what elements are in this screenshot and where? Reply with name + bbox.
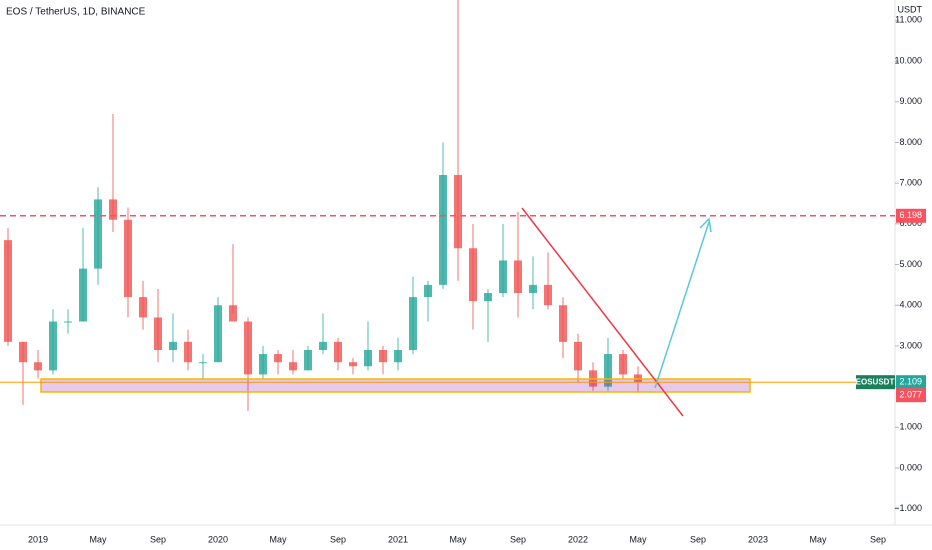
candle-body: [514, 260, 522, 294]
candle-body: [79, 268, 87, 322]
close-label-box: [896, 388, 926, 403]
candle-body: [154, 317, 162, 350]
trend-line: [521, 207, 684, 417]
resistance-label-box: [896, 208, 926, 223]
price-label-box: [896, 375, 926, 390]
candle-body: [34, 362, 42, 371]
candle-body: [469, 248, 477, 302]
candle-body: [379, 350, 387, 363]
y-tick-label: 10.000: [894, 55, 922, 65]
y-tick-label: −1.000: [894, 503, 922, 513]
candle-body: [574, 341, 582, 371]
candle-body: [364, 350, 372, 367]
candle-body: [214, 305, 222, 363]
x-tick-label: May: [809, 534, 827, 544]
y-tick-label: 0.000: [899, 462, 922, 472]
y-tick-label: 1.000: [899, 422, 922, 432]
candle-body: [139, 297, 147, 318]
y-tick-label: 6.000: [899, 218, 922, 228]
candle-body: [499, 260, 507, 294]
symbol-label: EOSUSDT: [856, 377, 895, 386]
y-tick-label: 4.000: [899, 300, 922, 310]
candle-body: [259, 354, 267, 375]
candle-body: [184, 341, 192, 363]
x-tick-label: Sep: [150, 534, 166, 544]
candle-body: [424, 284, 432, 298]
x-tick-label: May: [449, 534, 467, 544]
candle-body: [109, 199, 117, 220]
candle-body: [544, 284, 552, 306]
y-tick-label: 7.000: [899, 178, 922, 188]
candle-body: [604, 354, 612, 387]
y-tick-label: 3.000: [899, 340, 922, 350]
candle-body: [349, 362, 357, 367]
x-tick-label: May: [269, 534, 287, 544]
x-tick-label: Sep: [510, 534, 526, 544]
resistance-label: 6.198: [899, 210, 922, 220]
close-label: 2.077: [899, 390, 922, 400]
y-tick-label: 11.000: [895, 15, 922, 25]
x-tick-label: 2022: [568, 534, 588, 544]
candle-body: [334, 341, 342, 363]
candle-body: [274, 354, 282, 363]
candle-body: [529, 284, 537, 294]
y-tick-label: 8.000: [899, 137, 922, 147]
x-tick-label: 2023: [748, 534, 768, 544]
candle-body: [619, 354, 627, 375]
candle-body: [49, 321, 57, 371]
x-tick-label: 2021: [388, 534, 408, 544]
x-tick-label: May: [629, 534, 647, 544]
x-tick-label: May: [89, 534, 107, 544]
arrow-head: [699, 217, 712, 233]
candle-body: [559, 305, 567, 342]
candle-body: [199, 362, 207, 364]
candle-body: [409, 297, 417, 350]
candle-body: [64, 321, 72, 323]
candle-body: [394, 350, 402, 363]
candle-body: [289, 362, 297, 371]
y-tick-label: 5.000: [899, 259, 922, 269]
x-tick-label: 2020: [208, 534, 228, 544]
candle-body: [304, 350, 312, 371]
candle-body: [484, 293, 492, 302]
candle-body: [439, 175, 447, 285]
candle-body: [229, 305, 237, 322]
candle-body: [94, 199, 102, 269]
candle-body: [124, 219, 132, 298]
candle-body: [454, 175, 462, 249]
y-tick-label: 9.000: [899, 96, 922, 106]
symbol-label-box: [856, 375, 895, 390]
candles: [4, 0, 642, 412]
chart-title: EOS / TetherUS, 1D, BINANCE: [6, 7, 146, 18]
candle-body: [244, 321, 252, 375]
x-tick-label: Sep: [870, 534, 886, 544]
support-zone: [40, 378, 751, 393]
x-tick-label: 2019: [28, 534, 48, 544]
candle-body: [19, 341, 27, 363]
y-axis-label: USDT: [898, 4, 923, 14]
projection-arrow: [654, 221, 710, 389]
candle-body: [319, 341, 327, 350]
x-tick-label: Sep: [690, 534, 706, 544]
candle-body: [4, 240, 12, 342]
x-tick-label: Sep: [330, 534, 346, 544]
price-label: 2.109: [899, 377, 922, 387]
candle-body: [169, 341, 177, 350]
